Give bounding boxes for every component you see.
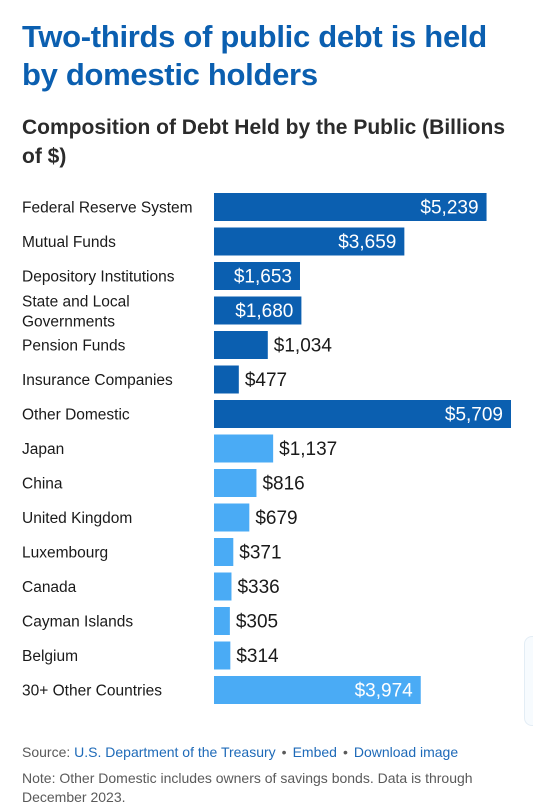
separator-dot: • xyxy=(281,744,287,760)
data-bar xyxy=(214,607,230,635)
category-label: Belgium xyxy=(22,648,78,665)
data-bar xyxy=(214,400,511,428)
source-prefix: Source: xyxy=(22,744,71,760)
data-bar xyxy=(214,572,232,601)
category-label: 30+ Other Countries xyxy=(22,683,162,700)
category-label: Mutual Funds xyxy=(22,234,116,251)
category-label: Depository Institutions xyxy=(22,269,175,286)
separator-dot: • xyxy=(342,744,348,760)
chart-headline: Two-thirds of public debt is held by dom… xyxy=(22,19,487,92)
value-label: $679 xyxy=(255,508,297,529)
category-label: Federal Reserve System xyxy=(22,200,193,217)
category-label: Cayman Islands xyxy=(22,614,133,631)
data-bar xyxy=(214,538,234,566)
category-label: China xyxy=(22,476,63,493)
data-bar xyxy=(214,331,268,359)
category-label: State and Local Governments xyxy=(22,294,130,331)
data-bar xyxy=(214,365,239,394)
value-label: $5,709 xyxy=(445,405,503,426)
data-bar xyxy=(214,434,274,463)
category-label: Luxembourg xyxy=(22,545,108,562)
data-bar xyxy=(214,676,421,704)
chart-subtitle: Composition of Debt Held by the Public (… xyxy=(22,116,505,168)
value-label: $5,239 xyxy=(420,198,478,219)
value-label: $1,653 xyxy=(234,267,292,288)
data-bar xyxy=(214,193,487,221)
value-label: $336 xyxy=(237,577,279,598)
side-panel-tab[interactable] xyxy=(524,636,533,726)
value-label: $371 xyxy=(239,543,281,564)
value-label: $1,680 xyxy=(235,301,293,322)
download-image-link[interactable]: Download image xyxy=(353,744,459,760)
category-label: Insurance Companies xyxy=(22,372,173,389)
category-label: Japan xyxy=(22,441,64,458)
value-label: $1,034 xyxy=(274,336,333,357)
category-label: Other Domestic xyxy=(22,407,130,424)
data-bar xyxy=(214,641,231,670)
value-label: $1,137 xyxy=(279,439,337,460)
data-bar xyxy=(214,227,405,256)
data-bar xyxy=(214,469,257,497)
embed-link[interactable]: Embed xyxy=(292,744,337,760)
value-label: $477 xyxy=(245,370,287,391)
category-label: Canada xyxy=(22,579,77,596)
value-label: $816 xyxy=(262,474,304,495)
value-label: $3,974 xyxy=(355,681,414,702)
value-label: $305 xyxy=(236,612,278,633)
data-bar xyxy=(214,262,300,290)
value-label: $314 xyxy=(236,646,279,667)
category-label: United Kingdom xyxy=(22,510,132,527)
bar-chart: Federal Reserve System $5,239 Mutual Funds… xyxy=(22,193,511,704)
source-line: Source: U.S. Department of the Treasury •… xyxy=(22,743,517,762)
source-link[interactable]: U.S. Department of the Treasury xyxy=(74,744,276,760)
value-label: $3,659 xyxy=(338,232,396,253)
category-label: Pension Funds xyxy=(22,338,126,355)
data-bar xyxy=(214,296,302,325)
footnote: Note: Other Domestic includes owners of … xyxy=(22,770,473,805)
data-bar xyxy=(214,503,250,532)
